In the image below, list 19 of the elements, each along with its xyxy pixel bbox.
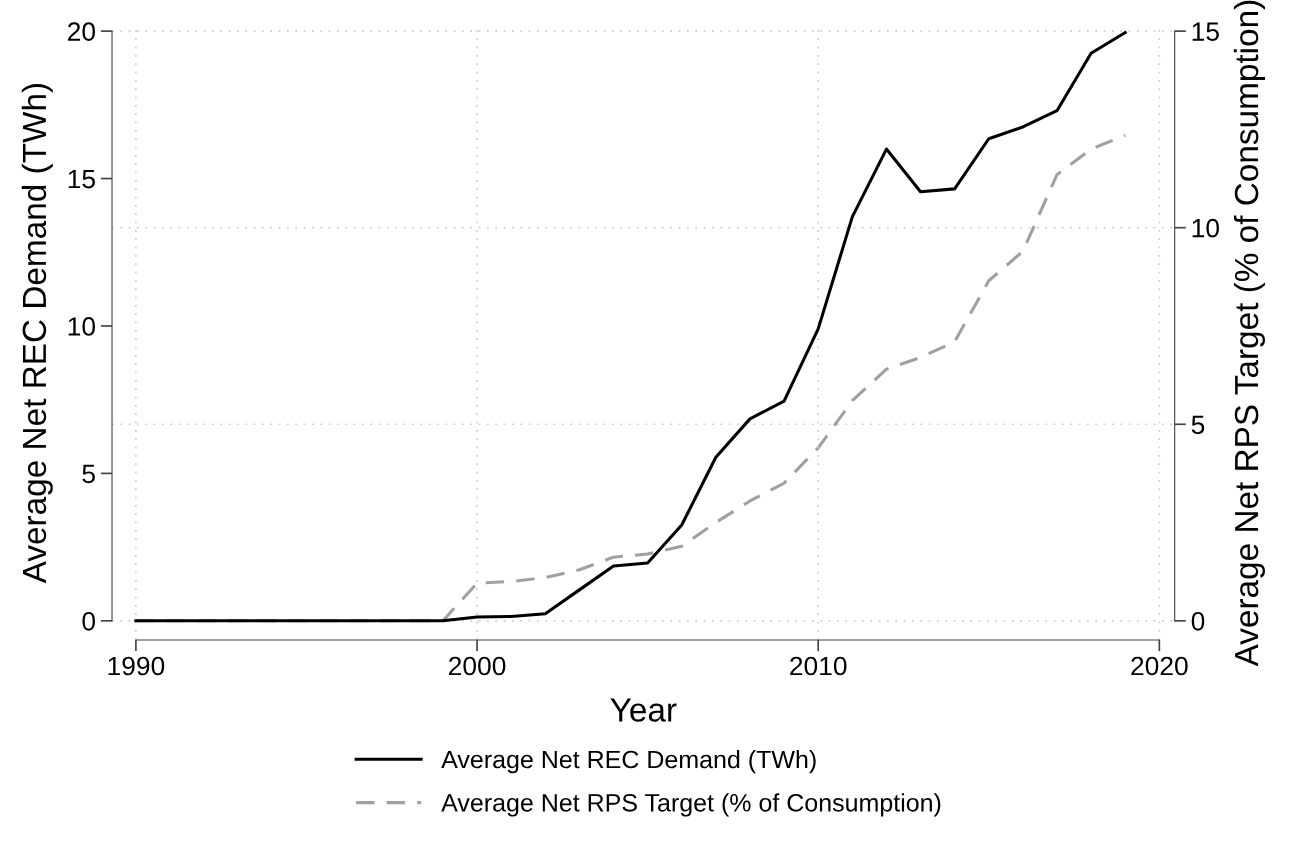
legend-label: Average Net REC Demand (TWh): [441, 749, 816, 774]
x-tick-label: 1990: [108, 656, 165, 676]
x-tick-label: 2020: [1131, 656, 1188, 676]
y2-axis-title: Average Net RPS Target (% of Consumption): [1233, 0, 1265, 667]
y2-tick-label: 5: [1191, 415, 1205, 435]
x-tick-label: 2000: [449, 656, 506, 676]
y-tick-label: 5: [82, 464, 95, 484]
line-series: [134, 31, 1127, 623]
y-tick-label: 20: [68, 22, 96, 41]
y-axis-title: Average Net REC Demand (TWh): [21, 83, 53, 584]
y2-tick-label: 0: [1191, 611, 1205, 631]
y2-tick-label: 10: [1192, 218, 1219, 238]
y-tick-label: 0: [82, 611, 96, 631]
x-axis-title: Year: [610, 698, 677, 722]
legend-label: Average Net RPS Target (% of Consumption): [441, 793, 941, 817]
y2-tick-label: 15: [1192, 22, 1219, 41]
x-tick-label: 2010: [790, 656, 847, 676]
y-tick-label: 15: [68, 169, 95, 189]
y-tick-label: 10: [68, 317, 96, 336]
